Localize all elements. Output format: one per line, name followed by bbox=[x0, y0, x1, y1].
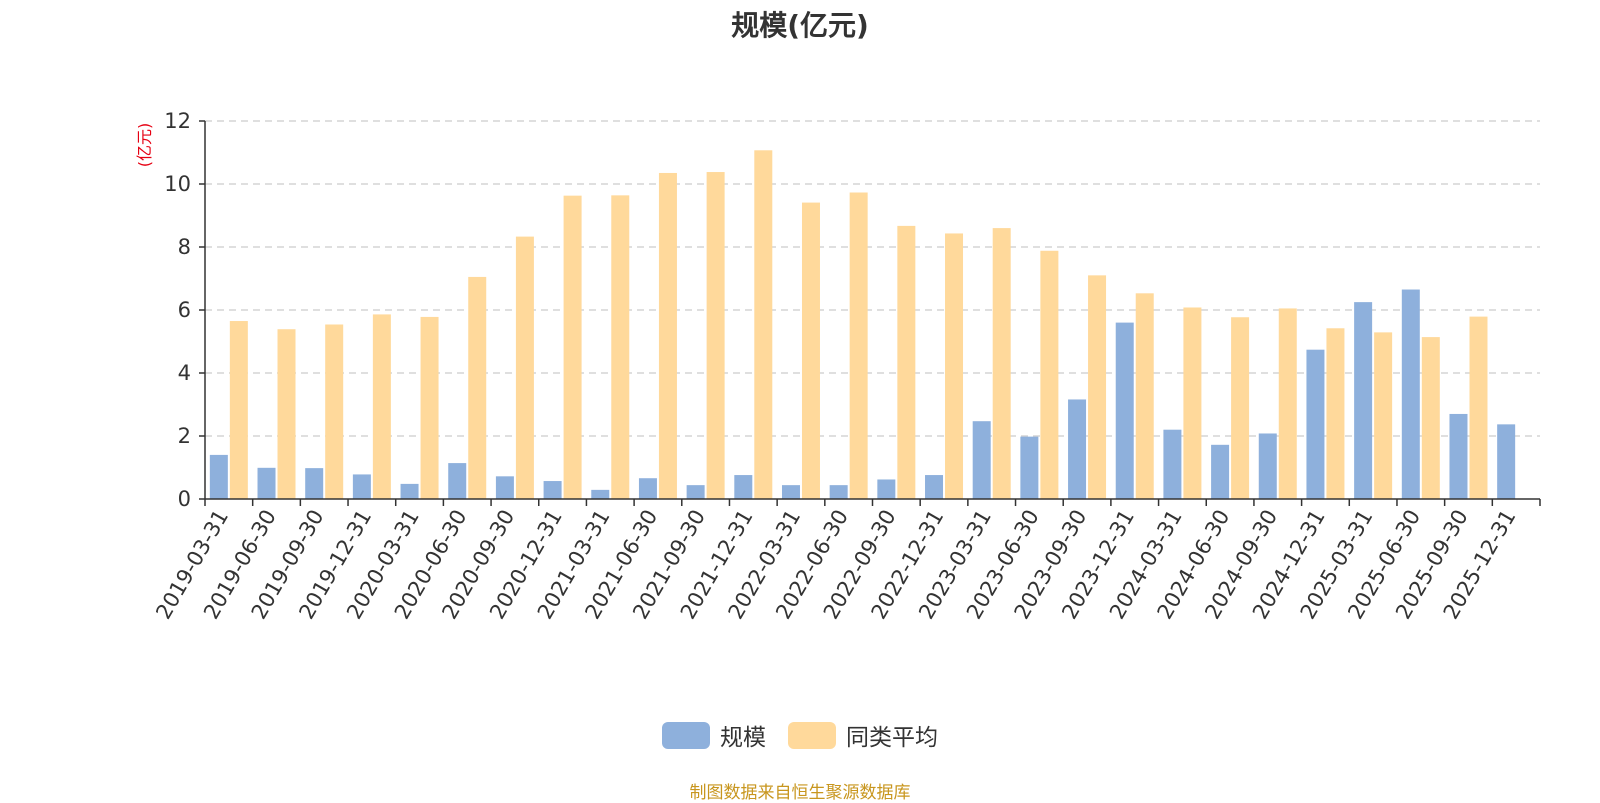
bar-scale[interactable] bbox=[591, 489, 610, 499]
y-tick-label: 0 bbox=[178, 487, 191, 511]
bar-peer-average[interactable] bbox=[754, 150, 773, 500]
bar-scale[interactable] bbox=[209, 454, 228, 499]
bar-scale[interactable] bbox=[495, 476, 514, 499]
axes bbox=[199, 120, 1541, 506]
bar-peer-average[interactable] bbox=[1326, 328, 1345, 499]
bar-scale[interactable] bbox=[1449, 413, 1468, 499]
y-tick-label: 12 bbox=[164, 109, 191, 133]
bar-scale[interactable] bbox=[1211, 444, 1230, 499]
bar-scale[interactable] bbox=[400, 483, 419, 499]
bar-peer-average[interactable] bbox=[1374, 332, 1393, 499]
chart-title: 规模(亿元) bbox=[731, 9, 869, 42]
y-tick-label: 6 bbox=[178, 298, 191, 322]
legend-swatch-scale bbox=[662, 721, 710, 749]
data-source-note: 制图数据来自恒生聚源数据库 bbox=[689, 783, 911, 803]
legend-label-scale: 规模 bbox=[720, 725, 766, 751]
bar-peer-average[interactable] bbox=[897, 225, 916, 499]
bar-scale[interactable] bbox=[1020, 436, 1039, 499]
bar-peer-average[interactable] bbox=[515, 236, 534, 500]
bar-scale[interactable] bbox=[734, 475, 753, 499]
bar-peer-average[interactable] bbox=[849, 192, 868, 499]
bar-peer-average[interactable] bbox=[563, 195, 582, 499]
bar-peer-average[interactable] bbox=[611, 195, 630, 499]
y-axis-unit-label: (亿元) bbox=[135, 123, 154, 168]
y-tick-labels: 0 2 4 6 8 10 12 bbox=[164, 109, 191, 511]
legend-item-scale[interactable]: 规模 bbox=[662, 718, 766, 752]
bar-scale[interactable] bbox=[877, 479, 896, 499]
y-tick-label: 10 bbox=[164, 172, 191, 196]
bar-scale[interactable] bbox=[686, 485, 705, 499]
legend-item-peer-average[interactable]: 同类平均 bbox=[788, 718, 938, 752]
bar-scale[interactable] bbox=[1401, 289, 1420, 499]
bar-scale[interactable] bbox=[543, 481, 562, 499]
bar-scale[interactable] bbox=[1354, 302, 1373, 499]
bar-peer-average[interactable] bbox=[277, 329, 296, 499]
bar-peer-average[interactable] bbox=[1231, 317, 1250, 499]
legend-label-peer-average: 同类平均 bbox=[846, 725, 938, 751]
bars bbox=[209, 150, 1516, 500]
bar-peer-average[interactable] bbox=[1135, 293, 1154, 499]
bar-peer-average[interactable] bbox=[706, 172, 725, 499]
bar-peer-average[interactable] bbox=[325, 324, 344, 499]
bar-scale[interactable] bbox=[972, 421, 991, 499]
bar-scale[interactable] bbox=[1163, 429, 1182, 499]
bar-scale[interactable] bbox=[925, 475, 944, 499]
bar-peer-average[interactable] bbox=[468, 276, 487, 499]
bar-peer-average[interactable] bbox=[372, 314, 391, 499]
bar-peer-average[interactable] bbox=[420, 316, 439, 499]
bar-peer-average[interactable] bbox=[1088, 275, 1107, 499]
bar-scale[interactable] bbox=[305, 468, 324, 499]
bar-scale[interactable] bbox=[352, 474, 371, 499]
x-tick-labels: 2019-03-312019-06-302019-09-302019-12-31… bbox=[151, 505, 1520, 623]
bar-peer-average[interactable] bbox=[1040, 250, 1059, 499]
bar-scale[interactable] bbox=[1115, 322, 1134, 499]
bar-peer-average[interactable] bbox=[1421, 337, 1440, 499]
bar-scale[interactable] bbox=[1068, 399, 1087, 499]
bar-peer-average[interactable] bbox=[1469, 316, 1488, 499]
legend: 规模 同类平均 bbox=[0, 718, 1600, 752]
bar-scale[interactable] bbox=[1258, 433, 1277, 499]
legend-swatch-peer-average bbox=[788, 721, 836, 749]
bar-scale[interactable] bbox=[1497, 424, 1516, 499]
y-tick-label: 8 bbox=[178, 235, 191, 259]
bar-peer-average[interactable] bbox=[945, 233, 964, 499]
bar-scale[interactable] bbox=[1306, 349, 1325, 499]
bar-peer-average[interactable] bbox=[658, 172, 677, 499]
bar-peer-average[interactable] bbox=[229, 321, 248, 499]
bar-peer-average[interactable] bbox=[992, 228, 1011, 499]
bar-scale[interactable] bbox=[448, 463, 467, 499]
bar-scale[interactable] bbox=[829, 485, 848, 499]
bar-peer-average[interactable] bbox=[1278, 308, 1297, 499]
bar-peer-average[interactable] bbox=[1183, 307, 1202, 499]
bar-scale[interactable] bbox=[638, 478, 657, 499]
bar-scale[interactable] bbox=[781, 485, 800, 499]
y-tick-label: 4 bbox=[178, 361, 191, 385]
y-tick-label: 2 bbox=[178, 424, 191, 448]
bar-scale[interactable] bbox=[257, 467, 276, 499]
bar-peer-average[interactable] bbox=[801, 202, 820, 499]
